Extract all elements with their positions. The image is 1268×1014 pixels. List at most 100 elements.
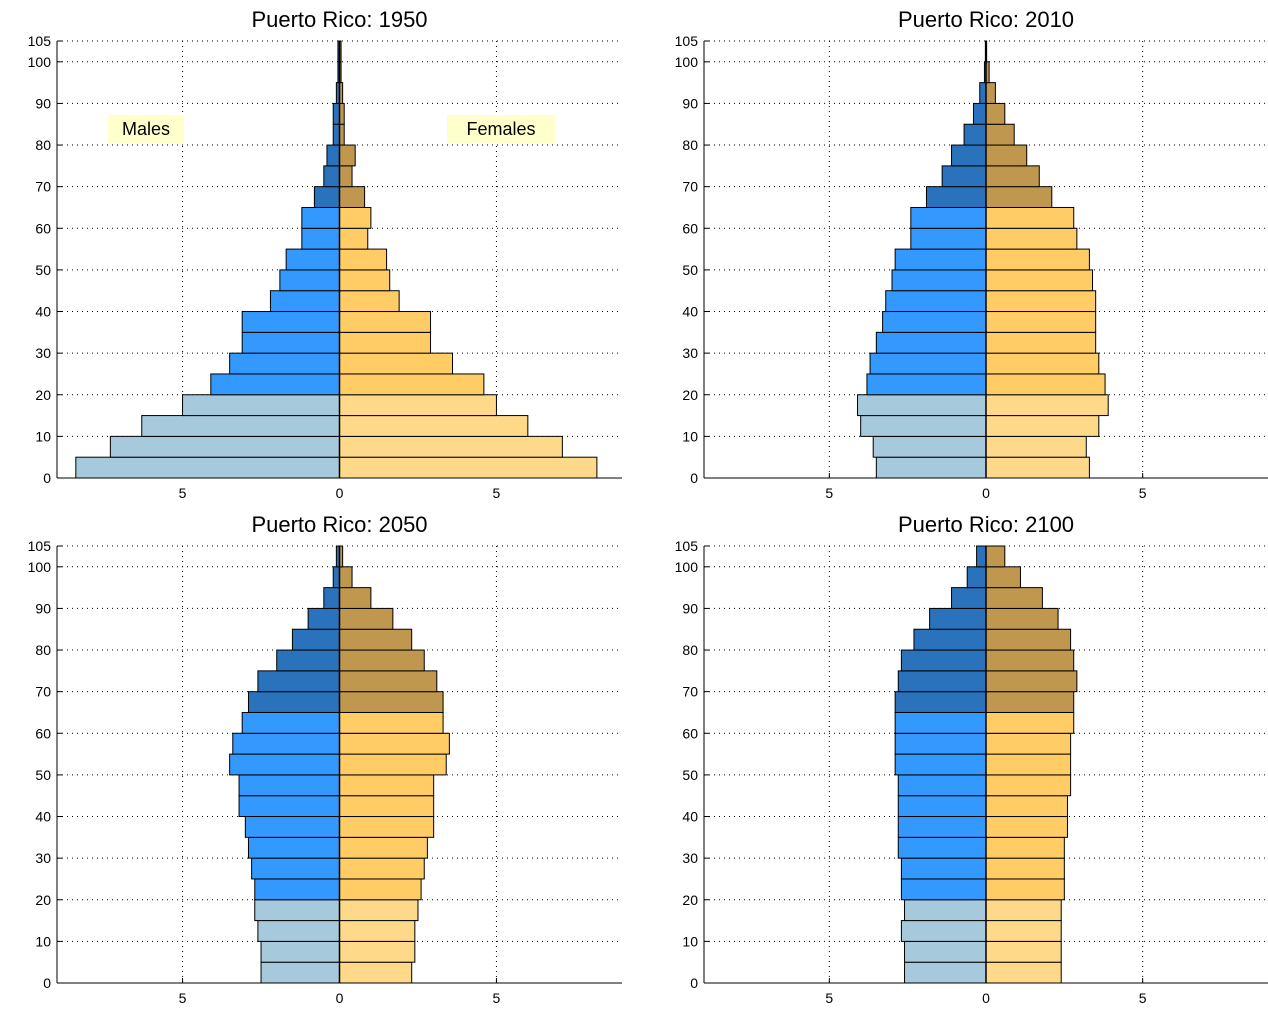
male-bar (332, 566, 341, 589)
female-bar (985, 373, 1106, 396)
male-bar (894, 248, 987, 271)
x-tick-label: 5 (179, 485, 187, 501)
female-bar (985, 165, 1040, 188)
male-bar (238, 774, 340, 797)
y-tick-label: 50 (35, 767, 51, 783)
male-bar (75, 456, 340, 479)
male-bar (894, 732, 987, 755)
female-bar (985, 123, 1015, 146)
y-tick-label: 20 (682, 387, 698, 403)
y-tick-label: 30 (35, 345, 51, 361)
male-bar (904, 899, 987, 922)
y-tick-label: 80 (682, 642, 698, 658)
female-bar (985, 670, 1078, 693)
x-tick-label: 5 (493, 485, 501, 501)
y-tick-label: 80 (682, 137, 698, 153)
female-bar (339, 920, 416, 942)
female-bar (339, 373, 485, 396)
male-bar (891, 269, 987, 292)
y-tick-label: 100 (28, 559, 52, 575)
male-bar (269, 290, 341, 313)
female-bar (985, 394, 1109, 417)
male-bar (929, 607, 987, 630)
y-tick-label: 40 (682, 304, 698, 320)
x-tick-label: 5 (825, 990, 833, 1006)
female-bar (339, 607, 394, 630)
female-bar (985, 878, 1065, 901)
y-tick-label: 90 (35, 600, 51, 616)
female-bar (339, 587, 372, 609)
females-label: Females (466, 119, 535, 139)
female-bar (339, 311, 432, 333)
male-bar (332, 123, 341, 146)
male-bar (254, 878, 340, 901)
y-tick-label: 90 (682, 600, 698, 616)
y-tick-label: 60 (682, 220, 698, 236)
female-bar (339, 711, 444, 734)
male-bar (963, 123, 987, 146)
male-bar (875, 456, 987, 479)
male-bar (894, 753, 987, 776)
female-bar (985, 331, 1097, 354)
male-bar (897, 816, 987, 838)
female-bar (339, 795, 435, 818)
female-bar (339, 394, 497, 417)
male-bar (857, 394, 987, 417)
male-bar (232, 732, 340, 755)
x-tick-label: 0 (982, 485, 990, 501)
y-tick-label: 0 (43, 975, 51, 991)
male-bar (313, 186, 340, 208)
female-bar (985, 269, 1094, 292)
male-bar (247, 691, 341, 713)
female-bar (985, 836, 1065, 859)
male-bar (900, 920, 987, 942)
female-bar (339, 331, 432, 354)
y-tick-label: 60 (682, 725, 698, 741)
male-bar (894, 711, 987, 734)
male-bar (301, 206, 341, 229)
male-bar (247, 836, 341, 859)
x-tick-label: 5 (1139, 485, 1147, 501)
y-tick-label: 105 (28, 33, 52, 49)
x-tick-label: 5 (179, 990, 187, 1006)
male-bar (326, 144, 341, 167)
y-tick-label: 105 (28, 538, 52, 554)
male-bar (260, 940, 340, 963)
male-bar (241, 331, 340, 354)
male-bar (904, 940, 987, 963)
male-bar (910, 206, 987, 229)
female-bar (339, 899, 419, 922)
male-bar (254, 899, 340, 922)
female-bar (339, 435, 563, 458)
male-bar (869, 352, 987, 375)
female-bar (339, 456, 598, 479)
male-bar (229, 352, 340, 375)
female-bar (985, 352, 1100, 375)
female-bar (985, 144, 1028, 167)
male-bar (910, 227, 987, 250)
female-bar (339, 857, 425, 880)
male-bar (900, 649, 987, 672)
female-bar (985, 711, 1075, 734)
female-bar (339, 753, 447, 776)
male-bar (894, 691, 987, 713)
female-bar (339, 566, 353, 589)
female-bar (339, 352, 453, 375)
female-bar (985, 795, 1068, 818)
y-tick-label: 0 (43, 470, 51, 486)
male-bar (301, 227, 341, 250)
female-bar (985, 857, 1065, 880)
female-bar (985, 899, 1062, 922)
male-bar (875, 331, 987, 354)
female-bar (985, 774, 1072, 797)
x-tick-label: 0 (336, 990, 344, 1006)
male-bar (251, 857, 340, 880)
male-bar (897, 795, 987, 818)
female-bar (339, 628, 413, 651)
female-bar (985, 566, 1021, 589)
female-bar (985, 587, 1043, 609)
